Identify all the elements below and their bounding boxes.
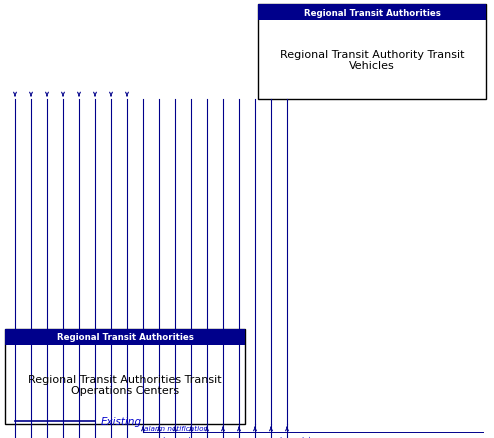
- Text: Existing: Existing: [101, 416, 142, 426]
- Text: Regional Transit Authorities: Regional Transit Authorities: [56, 333, 194, 342]
- Bar: [5, 329, 245, 345]
- Text: Regional Transit Authorities: Regional Transit Authorities: [303, 8, 441, 18]
- Bar: [258, 5, 486, 21]
- Text: Regional Transit Authority Transit
Vehicles: Regional Transit Authority Transit Vehic…: [280, 49, 464, 71]
- Text: alarm notification: alarm notification: [144, 425, 208, 431]
- Text: demand response passenger and use data: demand response passenger and use data: [160, 436, 315, 438]
- Bar: [5, 329, 245, 424]
- Bar: [258, 5, 486, 100]
- Text: Regional Transit Authorities Transit
Operations Centers: Regional Transit Authorities Transit Ope…: [28, 374, 222, 396]
